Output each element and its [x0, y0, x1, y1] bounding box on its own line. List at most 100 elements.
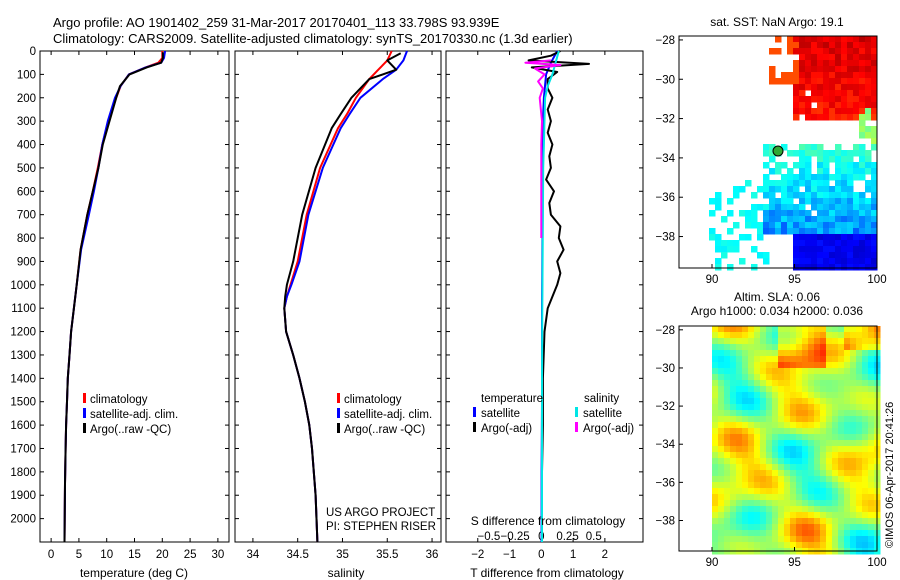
sla-cell — [832, 338, 839, 345]
sst-cell — [823, 36, 830, 43]
sla-cell — [766, 482, 773, 489]
sla-cell — [838, 476, 845, 483]
temperature-series — [63, 50, 167, 543]
sla-cell — [832, 350, 839, 357]
sla-cell — [784, 398, 791, 405]
sla-cell — [862, 506, 869, 513]
sst-cell — [871, 198, 878, 205]
depth-tick-label: 2000 — [10, 514, 36, 526]
sst-cell — [793, 204, 800, 211]
sla-cell — [838, 512, 845, 519]
sla-cell — [712, 476, 719, 483]
sla-cell — [742, 386, 749, 393]
sst-cell — [769, 228, 776, 235]
sst-cell — [847, 240, 854, 247]
sst-cell — [763, 252, 770, 259]
sla-cell — [730, 326, 737, 333]
sla-cell — [748, 482, 755, 489]
sla-cell — [742, 410, 749, 417]
sla-cell — [850, 542, 857, 549]
sla-cell — [814, 386, 821, 393]
sla-cell — [742, 536, 749, 543]
sst-cell — [823, 108, 830, 115]
sla-cell — [784, 476, 791, 483]
sla-cell — [826, 398, 833, 405]
sla-cell — [838, 446, 845, 453]
sla-cell — [820, 446, 827, 453]
sla-cell — [826, 428, 833, 435]
sla-cell — [736, 452, 743, 459]
sla-cell — [850, 500, 857, 507]
sst-cell — [841, 252, 848, 259]
sst-cell — [805, 78, 812, 85]
sst-cell — [853, 90, 860, 97]
sla-cell — [820, 356, 827, 363]
sla-cell — [856, 350, 863, 357]
sla-cell — [748, 398, 755, 405]
sla-cell — [718, 518, 725, 525]
sst-cell — [769, 156, 776, 163]
header-line-2: Climatology: CARS2009. Satellite-adjuste… — [53, 31, 573, 46]
sla-cell — [766, 446, 773, 453]
sla-cell — [796, 476, 803, 483]
sla-cell — [820, 416, 827, 423]
sla-cell — [826, 386, 833, 393]
sst-cell — [865, 180, 872, 187]
sst-cell — [817, 204, 824, 211]
sst-cell — [763, 228, 770, 235]
sst-cell — [787, 174, 794, 181]
sla-cell — [832, 332, 839, 339]
sst-cell — [739, 210, 746, 217]
sla-cell — [826, 512, 833, 519]
sla-cell — [814, 356, 821, 363]
sst-cell — [787, 198, 794, 205]
sla-cell — [844, 500, 851, 507]
sla-cell — [832, 500, 839, 507]
sst-cell — [805, 186, 812, 193]
sla-cell — [712, 338, 719, 345]
sla-cell — [844, 404, 851, 411]
sla-cell — [844, 476, 851, 483]
sst-cell — [871, 144, 878, 151]
sla-cell — [754, 542, 761, 549]
sla-cell — [820, 422, 827, 429]
sst-cell — [841, 228, 848, 235]
sla-cell — [796, 530, 803, 537]
sst-cell — [835, 114, 842, 121]
sla-cell — [730, 422, 737, 429]
sst-cell — [769, 192, 776, 199]
sla-cell — [784, 512, 791, 519]
sla-cell — [850, 434, 857, 441]
sla-cell — [712, 434, 719, 441]
sla-cell — [790, 416, 797, 423]
sst-cell — [847, 222, 854, 229]
sla-cell — [772, 332, 779, 339]
sla-cell — [748, 368, 755, 375]
sla-cell — [718, 530, 725, 537]
sst-cell — [715, 204, 722, 211]
sst-cell — [817, 222, 824, 229]
sst-cell — [847, 264, 854, 271]
sst-cell — [811, 78, 818, 85]
sla-cell — [862, 350, 869, 357]
sla-cell — [802, 356, 809, 363]
sst-cell — [799, 198, 806, 205]
sla-cell — [844, 374, 851, 381]
t-difference-xlabel: T difference from climatology — [470, 566, 624, 580]
sla-cell — [820, 452, 827, 459]
sst-cell — [745, 216, 752, 223]
sla-cell — [790, 500, 797, 507]
sla-cell — [808, 326, 815, 333]
sst-cell — [829, 72, 836, 79]
sst-cell — [829, 258, 836, 265]
sst-cell — [853, 102, 860, 109]
sla-cell — [772, 488, 779, 495]
sla-cell — [802, 440, 809, 447]
sst-cell — [745, 210, 752, 217]
sla-cell — [862, 476, 869, 483]
sla-cell — [820, 410, 827, 417]
sla-cell — [772, 338, 779, 345]
sla-cell — [790, 446, 797, 453]
sla-cell — [748, 350, 755, 357]
sst-cell — [871, 240, 878, 247]
